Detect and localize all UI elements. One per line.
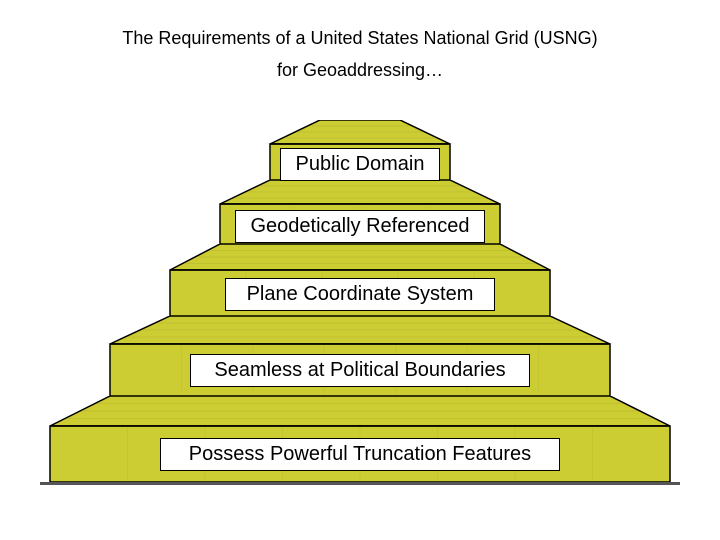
step-label-1: Geodetically Referenced (235, 210, 485, 243)
title-line-2: for Geoaddressing… (0, 60, 720, 81)
step-label-0: Public Domain (280, 148, 440, 181)
step-label-3: Seamless at Political Boundaries (190, 354, 530, 387)
pyramid-diagram: Public Domain Geodetically Referenced Plan… (0, 120, 720, 520)
step-label-4: Possess Powerful Truncation Features (160, 438, 560, 471)
base-shadow (40, 482, 680, 485)
title-line-1: The Requirements of a United States Nati… (0, 28, 720, 49)
step-label-2: Plane Coordinate System (225, 278, 495, 311)
